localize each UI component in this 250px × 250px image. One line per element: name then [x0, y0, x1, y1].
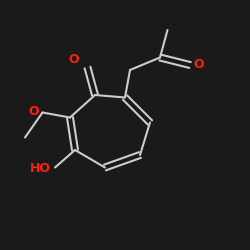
Text: O: O: [28, 105, 39, 118]
Text: O: O: [68, 53, 79, 66]
Text: HO: HO: [30, 162, 51, 175]
Text: O: O: [194, 58, 204, 71]
